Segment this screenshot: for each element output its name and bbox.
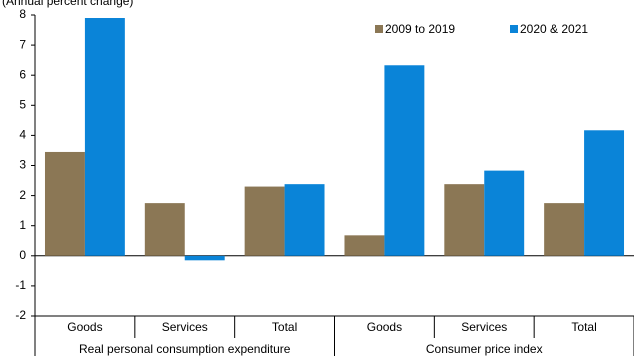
x-tick-label: Total bbox=[571, 320, 596, 334]
group-label: Consumer price index bbox=[426, 342, 543, 356]
bar bbox=[184, 255, 225, 261]
bar bbox=[144, 203, 185, 256]
bar bbox=[284, 184, 325, 256]
y-tick-label: 2 bbox=[19, 188, 26, 202]
bar bbox=[584, 130, 625, 256]
y-tick-label: 5 bbox=[19, 97, 26, 111]
legend-label: 2020 & 2021 bbox=[520, 22, 588, 36]
group-label: Real personal consumption expenditure bbox=[79, 342, 291, 356]
legend-swatch bbox=[510, 25, 518, 33]
x-tick-label: Goods bbox=[67, 320, 102, 334]
y-tick-label: 1 bbox=[19, 218, 26, 232]
y-tick-label: 3 bbox=[19, 158, 26, 172]
bar bbox=[84, 18, 125, 256]
bar bbox=[544, 203, 585, 256]
bar bbox=[444, 184, 485, 256]
y-tick-label: 4 bbox=[19, 128, 26, 142]
chart-title: (Annual percent change) bbox=[2, 0, 133, 8]
x-tick-label: Total bbox=[272, 320, 297, 334]
y-tick-label: -1 bbox=[15, 278, 26, 292]
y-tick-label: -2 bbox=[15, 308, 26, 322]
y-tick-label: 7 bbox=[19, 37, 26, 51]
x-tick-label: Services bbox=[162, 320, 208, 334]
y-tick-label: 6 bbox=[19, 67, 26, 81]
legend-swatch bbox=[375, 25, 383, 33]
bar bbox=[344, 235, 385, 256]
x-tick-label: Services bbox=[461, 320, 507, 334]
legend-label: 2009 to 2019 bbox=[385, 22, 455, 36]
y-tick-label: 8 bbox=[19, 7, 26, 21]
x-tick-label: Goods bbox=[367, 320, 402, 334]
bar bbox=[44, 151, 85, 256]
bar bbox=[384, 65, 425, 256]
bar bbox=[484, 170, 525, 256]
y-tick-label: 0 bbox=[19, 248, 26, 262]
bar bbox=[244, 186, 285, 256]
